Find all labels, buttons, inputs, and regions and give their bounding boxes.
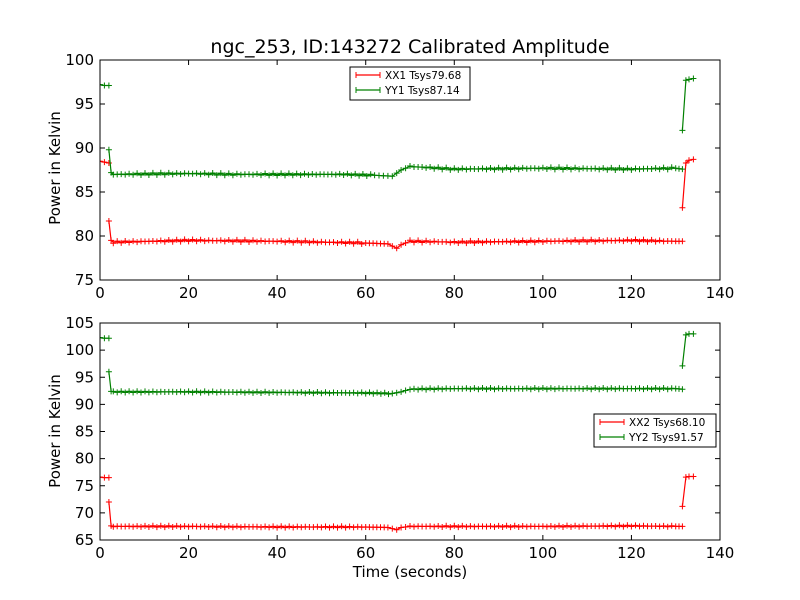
x-tick-label: 40 (268, 544, 287, 562)
y-tick-label: 100 (65, 341, 94, 359)
y-tick-label: 100 (65, 51, 94, 69)
y-tick-label: 95 (75, 368, 94, 386)
y-tick-label: 95 (75, 95, 94, 113)
x-tick-label: 80 (445, 284, 464, 302)
legend: XX2 Tsys68.10 YY2 Tsys91.57 (593, 413, 717, 448)
legend-box (349, 66, 471, 101)
chart-title: ngc_253, ID:143272 Calibrated Amplitude (210, 36, 609, 58)
x-tick-label: 100 (529, 544, 558, 562)
x-tick-label: 0 (95, 284, 105, 302)
series-markers-xx2 (100, 473, 697, 533)
x-tick-label: 20 (179, 284, 198, 302)
series-markers-yy2 (100, 330, 697, 398)
y-tick-label: 85 (75, 423, 94, 441)
x-axis-label: Time (seconds) (352, 563, 468, 581)
y-tick-label: 90 (75, 139, 94, 157)
x-tick-label: 120 (617, 284, 646, 302)
legend: XX1 Tsys79.68 YY1 Tsys87.14 (349, 66, 471, 101)
x-tick-label: 40 (268, 284, 287, 302)
x-tick-label: 60 (356, 284, 375, 302)
legend-label-yy1: YY1 Tsys87.14 (384, 85, 460, 97)
y-tick-label: 65 (75, 531, 94, 549)
series-markers-xx1 (100, 156, 697, 252)
legend-label-xx2: XX2 Tsys68.10 (629, 417, 705, 429)
bottom-y-axis-label: Power in Kelvin (46, 374, 64, 488)
series-group (100, 75, 697, 252)
legend-marker-yy2 (599, 434, 625, 440)
legend-marker-yy1 (355, 87, 381, 93)
y-tick-label: 85 (75, 183, 94, 201)
legend-marker-xx2 (599, 419, 625, 425)
x-tick-label: 140 (706, 284, 735, 302)
x-tick-label: 120 (617, 544, 646, 562)
series-group (100, 330, 697, 533)
y-tick-label: 80 (75, 450, 94, 468)
x-tick-label: 20 (179, 544, 198, 562)
x-tick-label: 0 (95, 544, 105, 562)
legend-label-yy2: YY2 Tsys91.57 (628, 432, 704, 444)
bottom-subplot: 0 20 40 60 80 100 120 140 65 70 75 80 85 90 95 100 105 XX… (65, 314, 734, 562)
legend-label-xx1: XX1 Tsys79.68 (385, 70, 461, 82)
top-y-axis-label: Power in Kelvin (46, 111, 64, 225)
series-markers-yy1 (100, 75, 697, 180)
y-tick-label: 80 (75, 227, 94, 245)
x-tick-label: 60 (356, 544, 375, 562)
y-tick-label: 105 (65, 314, 94, 332)
legend-box (593, 413, 717, 448)
x-tick-label: 100 (529, 284, 558, 302)
x-tick-label: 140 (706, 544, 735, 562)
top-subplot: 0 20 40 60 80 100 120 140 75 80 85 90 95 100 XX1 Tsys7… (65, 51, 734, 302)
y-tick-label: 75 (75, 477, 94, 495)
y-tick-label: 70 (75, 504, 94, 522)
y-tick-label: 75 (75, 271, 94, 289)
y-tick-label: 90 (75, 395, 94, 413)
x-tick-label: 80 (445, 544, 464, 562)
legend-marker-xx1 (355, 72, 381, 78)
axes-frame (99, 59, 721, 281)
